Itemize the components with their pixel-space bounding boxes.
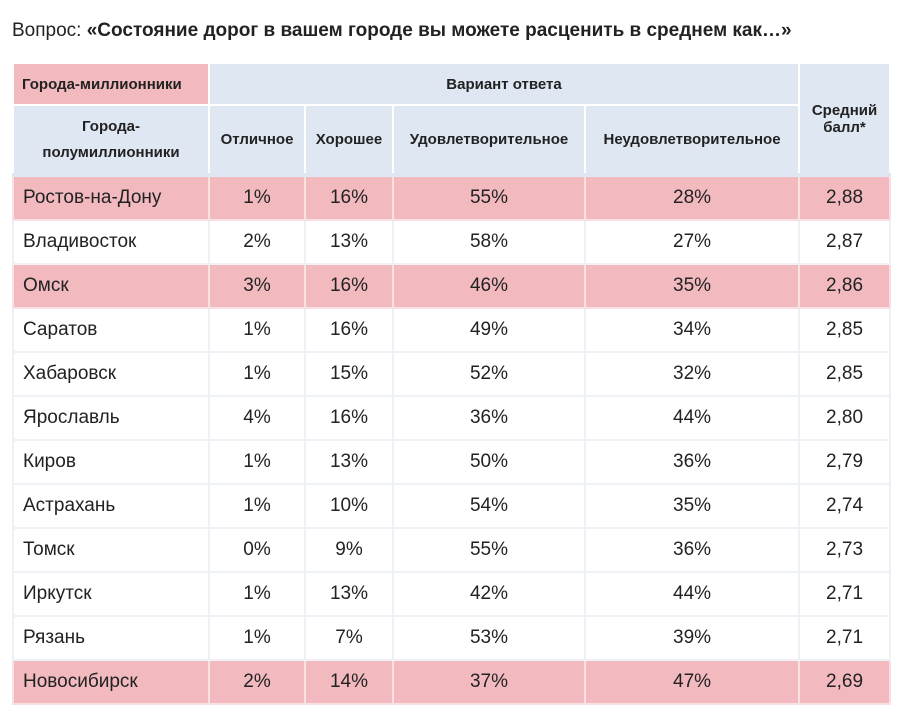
satisfactory-cell: 53%: [392, 615, 586, 661]
city-cell: Томск: [12, 527, 210, 573]
table-row: Ярославль 4% 16% 36% 44% 2,80: [12, 395, 892, 441]
city-cell: Рязань: [12, 615, 210, 661]
table-row: Саратов 1% 16% 49% 34% 2,85: [12, 307, 892, 353]
excellent-cell: 2%: [208, 219, 306, 265]
satisfactory-cell: 37%: [392, 659, 586, 705]
header-half-million-cities: Города-полумиллионники: [12, 104, 210, 176]
score-cell: 2,80: [798, 395, 892, 441]
city-cell: Хабаровск: [12, 351, 210, 397]
table-row: Омск 3% 16% 46% 35% 2,86: [12, 263, 892, 309]
header-satisfactory: Удовлетворительное: [392, 104, 586, 176]
unsatisfactory-cell: 35%: [583, 483, 801, 529]
score-cell: 2,88: [798, 173, 892, 221]
unsatisfactory-cell: 34%: [583, 307, 801, 353]
unsatisfactory-cell: 28%: [583, 173, 801, 221]
score-cell: 2,86: [798, 263, 892, 309]
good-cell: 13%: [304, 219, 394, 265]
good-cell: 16%: [304, 395, 394, 441]
excellent-cell: 2%: [208, 659, 306, 705]
unsatisfactory-cell: 36%: [583, 527, 801, 573]
satisfactory-cell: 54%: [392, 483, 586, 529]
satisfactory-cell: 46%: [392, 263, 586, 309]
header-million-cities: Города-миллионники: [12, 62, 210, 106]
score-cell: 2,79: [798, 439, 892, 485]
excellent-cell: 1%: [208, 615, 306, 661]
satisfactory-cell: 49%: [392, 307, 586, 353]
score-cell: 2,85: [798, 351, 892, 397]
excellent-cell: 3%: [208, 263, 306, 309]
excellent-cell: 1%: [208, 571, 306, 617]
score-cell: 2,85: [798, 307, 892, 353]
unsatisfactory-cell: 27%: [583, 219, 801, 265]
unsatisfactory-cell: 47%: [583, 659, 801, 705]
header-excellent: Отличное: [208, 104, 306, 176]
city-cell: Киров: [12, 439, 210, 485]
score-cell: 2,71: [798, 571, 892, 617]
question-line: Вопрос: «Состояние дорог в вашем городе …: [12, 20, 792, 42]
city-cell: Иркутск: [12, 571, 210, 617]
good-cell: 16%: [304, 263, 394, 309]
score-cell: 2,71: [798, 615, 892, 661]
unsatisfactory-cell: 39%: [583, 615, 801, 661]
table-row: Рязань 1% 7% 53% 39% 2,71: [12, 615, 892, 661]
good-cell: 16%: [304, 307, 394, 353]
good-cell: 15%: [304, 351, 394, 397]
satisfactory-cell: 55%: [392, 173, 586, 221]
city-cell: Омск: [12, 263, 210, 309]
good-cell: 7%: [304, 615, 394, 661]
question-prefix: Вопрос:: [12, 20, 87, 41]
good-cell: 13%: [304, 571, 394, 617]
satisfactory-cell: 50%: [392, 439, 586, 485]
excellent-cell: 1%: [208, 173, 306, 221]
unsatisfactory-cell: 36%: [583, 439, 801, 485]
excellent-cell: 1%: [208, 307, 306, 353]
header-answer-variant: Вариант ответа: [207, 62, 801, 106]
excellent-cell: 0%: [208, 527, 306, 573]
score-cell: 2,87: [798, 219, 892, 265]
score-cell: 2,73: [798, 527, 892, 573]
table-row: Ростов-на-Дону 1% 16% 55% 28% 2,88: [12, 173, 892, 221]
good-cell: 13%: [304, 439, 394, 485]
satisfactory-cell: 42%: [392, 571, 586, 617]
table-row: Иркутск 1% 13% 42% 44% 2,71: [12, 571, 892, 617]
good-cell: 10%: [304, 483, 394, 529]
excellent-cell: 1%: [208, 439, 306, 485]
city-cell: Саратов: [12, 307, 210, 353]
header-average-score: Средний балл*: [798, 62, 892, 176]
table-body: Ростов-на-Дону 1% 16% 55% 28% 2,88 Владивосток…: [12, 173, 892, 705]
table-row: Томск 0% 9% 55% 36% 2,73: [12, 527, 892, 573]
table-row: Владивосток 2% 13% 58% 27% 2,87: [12, 219, 892, 265]
unsatisfactory-cell: 44%: [583, 395, 801, 441]
excellent-cell: 4%: [208, 395, 306, 441]
city-cell: Ростов-на-Дону: [12, 173, 210, 221]
city-cell: Астрахань: [12, 483, 210, 529]
satisfactory-cell: 58%: [392, 219, 586, 265]
score-cell: 2,74: [798, 483, 892, 529]
header-good: Хорошее: [304, 104, 394, 176]
good-cell: 16%: [304, 173, 394, 221]
city-cell: Новосибирск: [12, 659, 210, 705]
table-row: Хабаровск 1% 15% 52% 32% 2,85: [12, 351, 892, 397]
excellent-cell: 1%: [208, 483, 306, 529]
road-condition-table: Города-миллионники Вариант ответа Средни…: [12, 62, 892, 705]
table-row: Киров 1% 13% 50% 36% 2,79: [12, 439, 892, 485]
satisfactory-cell: 52%: [392, 351, 586, 397]
question-text: «Состояние дорог в вашем городе вы может…: [86, 20, 792, 41]
table-row: Астрахань 1% 10% 54% 35% 2,74: [12, 483, 892, 529]
excellent-cell: 1%: [208, 351, 306, 397]
score-cell: 2,69: [798, 659, 892, 705]
city-cell: Ярославль: [12, 395, 210, 441]
header-unsatisfactory: Неудовлетворительное: [583, 104, 801, 176]
table-row: Новосибирск 2% 14% 37% 47% 2,69: [12, 659, 892, 705]
good-cell: 9%: [304, 527, 394, 573]
good-cell: 14%: [304, 659, 394, 705]
city-cell: Владивосток: [12, 219, 210, 265]
unsatisfactory-cell: 32%: [583, 351, 801, 397]
satisfactory-cell: 36%: [392, 395, 586, 441]
satisfactory-cell: 55%: [392, 527, 586, 573]
unsatisfactory-cell: 35%: [583, 263, 801, 309]
unsatisfactory-cell: 44%: [583, 571, 801, 617]
